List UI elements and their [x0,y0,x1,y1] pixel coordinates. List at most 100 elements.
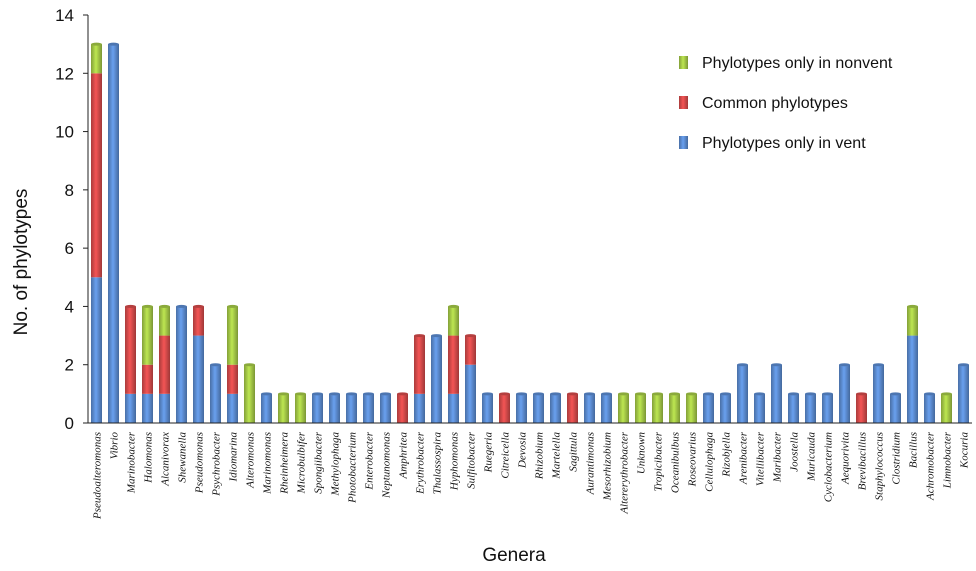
bar-cap [907,304,918,308]
x-tick-label: Kocuria [959,432,971,470]
bar-cap [465,334,476,338]
bar-segment-vitellibacter-phylotypes-only-in-vent [754,393,765,423]
x-tick-label: Unknown [636,432,648,475]
x-tick-label: Vitellibacter [755,431,767,486]
bar-segment-martelella-phylotypes-only-in-vent [550,393,561,423]
bar-segment-alcanivorax-common-phylotypes [159,335,170,394]
bar-segment-vibrio-phylotypes-only-in-vent [108,44,119,424]
bar-segment-pseudoalteromonas-phylotypes-only-in-vent [91,277,102,423]
bar-cap [601,392,612,396]
x-tick-label: Halomonas [143,432,155,484]
bar-cap [142,304,153,308]
bar-segment-devosia-phylotypes-only-in-vent [516,393,527,423]
bar-segment-marinobacter-phylotypes-only-in-vent [125,393,136,423]
bar-cap [822,392,833,396]
bar-cap [499,392,510,396]
x-tick-label: Rizobjella [721,432,733,478]
bar-segment-spongiibacter-phylotypes-only-in-vent [312,393,323,423]
x-tick-label: Altererythrobacter [619,431,631,514]
bar-segment-halomonas-common-phylotypes [142,364,153,394]
x-tick-label: Pseudoalteromonas [92,432,104,520]
bar-cap [703,392,714,396]
bar-segment-pseudoalteromonas-common-phylotypes [91,73,102,278]
bar-segment-idiomarina-phylotypes-only-in-vent [227,393,238,423]
x-tick-label: Idiomarina [228,432,240,483]
bar-cap [635,392,646,396]
bar-cap [720,392,731,396]
bar-segment-bacillus-phylotypes-only-in-nonvent [907,306,918,336]
bar-segment-rhizobium-phylotypes-only-in-vent [533,393,544,423]
bar-cap [482,392,493,396]
bar-segment-arenibacter-phylotypes-only-in-vent [737,364,748,423]
bar-segment-citreicella-common-phylotypes [499,393,510,423]
x-tick-label: Limnobacter [942,431,954,489]
bar-segment-aequorivita-phylotypes-only-in-vent [839,364,850,423]
bar-segment-cellulophaga-phylotypes-only-in-vent [703,393,714,423]
bar-cap [873,363,884,367]
bar-segment-rheinheimera-phylotypes-only-in-nonvent [278,393,289,423]
bar-cap [754,392,765,396]
bar-cap [805,392,816,396]
bar-segment-idiomarina-common-phylotypes [227,364,238,394]
x-tick-label: Citreicella [500,432,512,479]
legend: Phylotypes only in nonvent Common phyloty… [679,55,893,152]
bar-segment-pseudoalteromonas-phylotypes-only-in-nonvent [91,44,102,74]
bar-segment-erythrobacter-phylotypes-only-in-vent [414,393,425,423]
bars [91,42,969,424]
bar-segment-cyclobacterium-phylotypes-only-in-vent [822,393,833,423]
bar-cap [924,392,935,396]
x-tick-label: Rhizobium [534,432,546,480]
bar-segment-bacillus-phylotypes-only-in-vent [907,335,918,423]
bar-cap [788,392,799,396]
x-tick-label: Brevibacillus [857,432,869,490]
y-tick-label: 0 [65,414,74,433]
bar-segment-marinomonas-phylotypes-only-in-vent [261,393,272,423]
x-tick-label: Cellulophaga [704,432,716,492]
bar-cap [567,392,578,396]
x-tick-label: Neptunomonas [381,432,393,499]
legend-label: Phylotypes only in nonvent [702,55,893,72]
legend-label: Phylotypes only in vent [702,135,866,152]
bar-segment-psychrobacter-phylotypes-only-in-vent [210,364,221,423]
x-tick-label: Joostella [789,432,801,472]
bar-segment-staphylococcus-phylotypes-only-in-vent [873,364,884,423]
x-tick-label: Rheinheimera [279,432,291,495]
legend-swatch [679,56,688,69]
x-tick-label: Marinobacter [126,431,138,494]
bar-cap [227,304,238,308]
bar-cap [414,334,425,338]
bar-segment-brevibacillus-common-phylotypes [856,393,867,423]
bar-cap [176,304,187,308]
x-tick-label: Aequorivita [840,432,852,485]
x-tick-label: Clostridium [891,432,903,485]
x-tick-label: Sagittula [568,432,580,472]
bar-cap [193,304,204,308]
bar-segment-microbulbifer-phylotypes-only-in-nonvent [295,393,306,423]
bar-cap [669,392,680,396]
bar-segment-kocuria-phylotypes-only-in-vent [958,364,969,423]
x-tick-label: Psychrobacter [211,431,223,496]
bar-segment-hyphomonas-phylotypes-only-in-vent [448,393,459,423]
y-axis-title: No. of phylotypes [11,189,32,336]
x-tick-label: Staphylococcus [874,432,886,500]
bar-segment-ruegeria-phylotypes-only-in-vent [482,393,493,423]
x-tick-label: Alteromonas [245,432,257,489]
bar-cap [91,42,102,46]
x-tick-label: Pseudomonas [194,432,206,494]
bar-segment-alcanivorax-phylotypes-only-in-vent [159,393,170,423]
x-tick-label: Martelella [551,432,563,480]
bar-segment-photobacterium-phylotypes-only-in-vent [346,393,357,423]
bar-segment-erythrobacter-common-phylotypes [414,335,425,394]
bar-cap [244,363,255,367]
bar-segment-alcanivorax-phylotypes-only-in-nonvent [159,306,170,336]
x-tick-label: Aurantimonas [585,432,597,495]
bar-segment-alteromonas-phylotypes-only-in-nonvent [244,364,255,423]
x-tick-label: Mesorhizobium [602,432,614,501]
bar-segment-unknown-phylotypes-only-in-nonvent [635,393,646,423]
bar-cap [431,334,442,338]
legend-swatch [679,96,688,109]
bar-segment-thalassospira-phylotypes-only-in-vent [431,335,442,423]
x-tick-label: Muricauda [806,432,818,482]
x-tick-label: Amphritea [398,432,410,480]
bar-cap [261,392,272,396]
